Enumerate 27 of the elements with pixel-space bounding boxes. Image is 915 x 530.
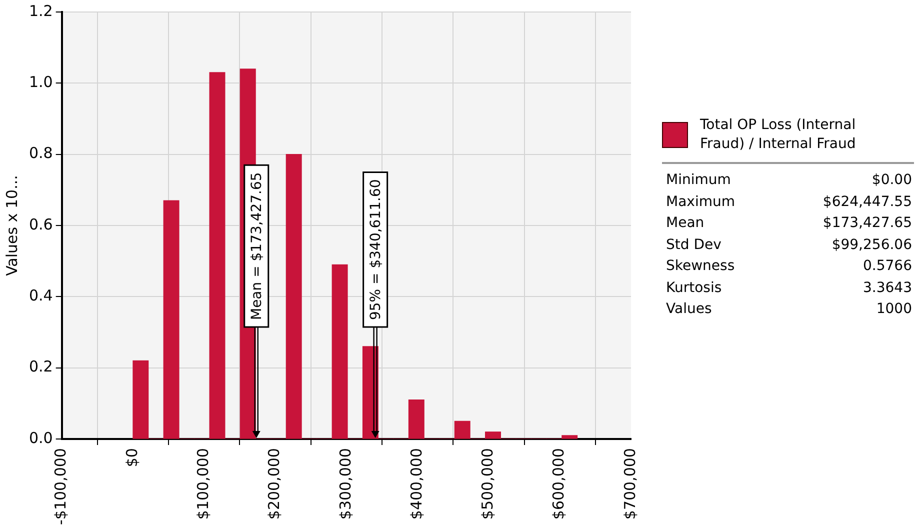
text: Mean $173,427.65	[666, 215, 912, 231]
text: Std Dev $99,256.06	[666, 236, 912, 252]
y-tick-label: 0.4	[28, 286, 53, 305]
y-tick-label: 1.2	[28, 2, 53, 20]
text: Kurtosis 3.3643	[666, 280, 912, 296]
text: Values 1000	[666, 301, 912, 317]
y-tick-label: 0.0	[28, 428, 53, 447]
x-tick-label: $300,000	[336, 448, 354, 520]
text: Minimum $0.00	[666, 172, 912, 188]
x-tick-label: $100,000	[194, 448, 212, 520]
x-tick-label: $200,000	[265, 448, 284, 520]
ref-line-label: Mean = $173,427.65	[249, 172, 266, 320]
ref-line-label: 95% = $340,611.60	[368, 179, 384, 320]
x-tick-label: $500,000	[478, 448, 497, 520]
x-tick-label: $0	[122, 448, 141, 468]
text: Maximum $624,447.55	[666, 194, 912, 210]
text: Skewness 0.5766	[666, 258, 912, 274]
y-axis-title: Values x 10...	[2, 175, 21, 276]
y-tick-label: 0.2	[28, 358, 53, 376]
y-tick-label: 1.0	[28, 73, 53, 92]
x-tick-label: $600,000	[550, 448, 568, 520]
y-tick-label: 0.8	[28, 144, 53, 162]
x-tick-label: $700,000	[620, 448, 639, 520]
x-tick-label: $400,000	[407, 448, 426, 520]
x-tick-label: -$100,000	[52, 448, 70, 526]
legend-label: Total OP Loss (Internal Fraud) / Internal Fraud	[700, 116, 857, 154]
y-tick-label: 0.6	[28, 215, 53, 234]
